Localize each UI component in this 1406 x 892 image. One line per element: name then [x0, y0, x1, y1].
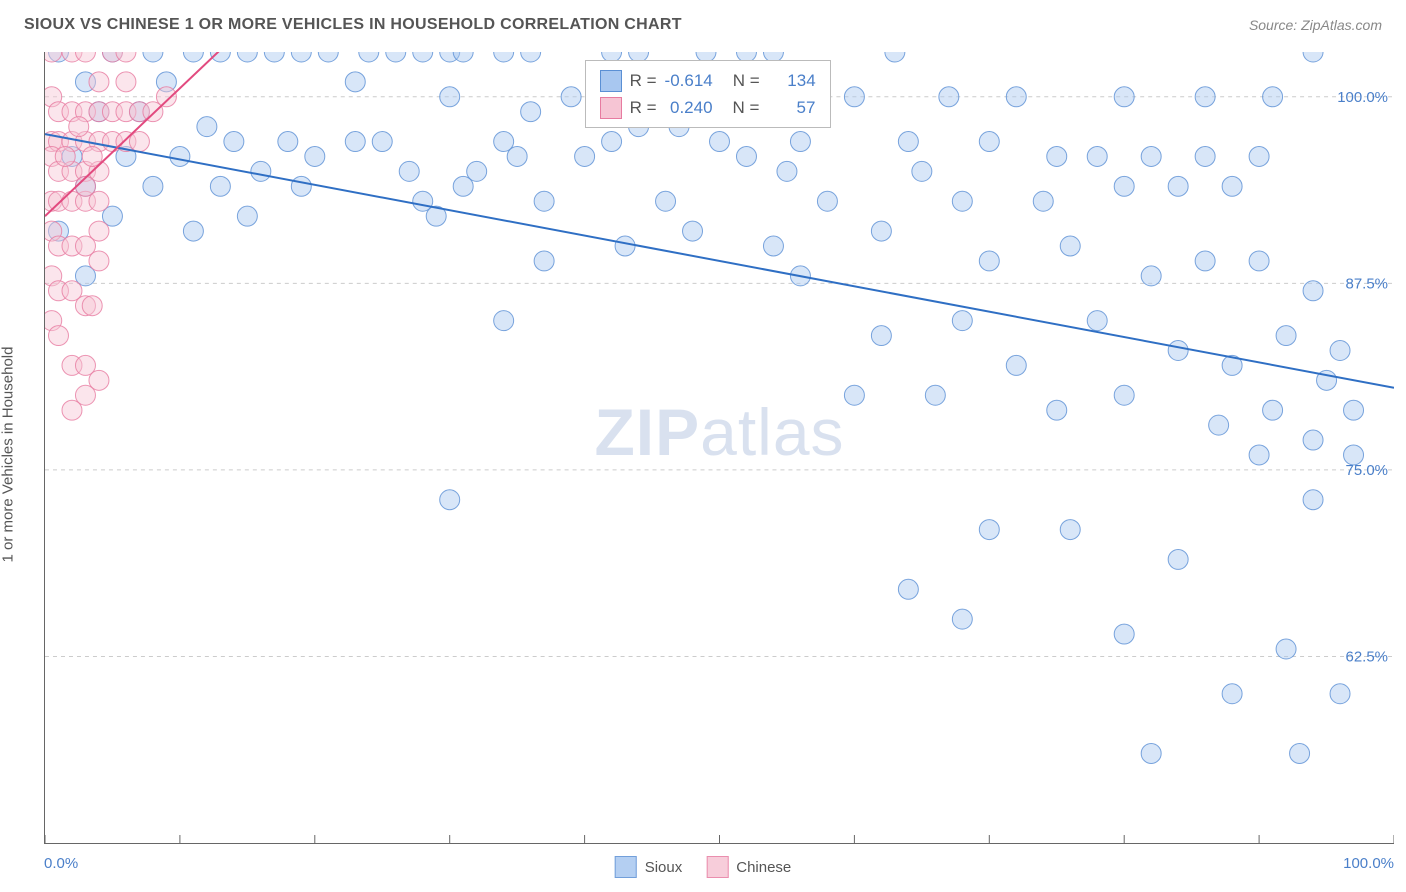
legend-swatch [706, 856, 728, 878]
svg-text:100.0%: 100.0% [1337, 89, 1388, 106]
stats-row: R = -0.614 N = 134 [600, 67, 816, 94]
x-axis-min-label: 0.0% [44, 855, 78, 872]
stat-r-label: R = [630, 67, 657, 94]
bottom-legend: Sioux Chinese [615, 856, 792, 878]
y-axis-label: 1 or more Vehicles in Household [0, 347, 17, 563]
x-axis-max-label: 100.0% [1343, 855, 1394, 872]
legend-item: Chinese [706, 856, 791, 878]
scatter-chart-svg: 62.5%75.0%87.5%100.0% [45, 52, 1394, 843]
chart-plot-area: 62.5%75.0%87.5%100.0% ZIPatlas R = -0.61… [44, 52, 1394, 844]
stat-r-value: 0.240 [665, 94, 713, 121]
stat-r-label: R = [630, 94, 657, 121]
stat-n-label: N = [733, 67, 760, 94]
chart-source: Source: ZipAtlas.com [1249, 17, 1382, 33]
legend-swatch [615, 856, 637, 878]
chart-header: SIOUX VS CHINESE 1 OR MORE VEHICLES IN H… [0, 0, 1406, 50]
stat-n-value: 57 [767, 94, 815, 121]
legend-item: Sioux [615, 856, 683, 878]
legend-label: Sioux [645, 859, 683, 876]
stats-row: R = 0.240 N = 57 [600, 94, 816, 121]
legend-label: Chinese [736, 859, 791, 876]
stats-legend-box: R = -0.614 N = 134 R = 0.240 N = 57 [585, 60, 831, 128]
svg-text:87.5%: 87.5% [1346, 275, 1388, 292]
chart-title: SIOUX VS CHINESE 1 OR MORE VEHICLES IN H… [24, 16, 682, 34]
stats-swatch [600, 97, 622, 119]
stat-n-value: 134 [768, 67, 816, 94]
stat-n-label: N = [733, 94, 760, 121]
stats-swatch [600, 70, 622, 92]
svg-text:62.5%: 62.5% [1346, 648, 1388, 665]
stat-r-value: -0.614 [665, 67, 713, 94]
